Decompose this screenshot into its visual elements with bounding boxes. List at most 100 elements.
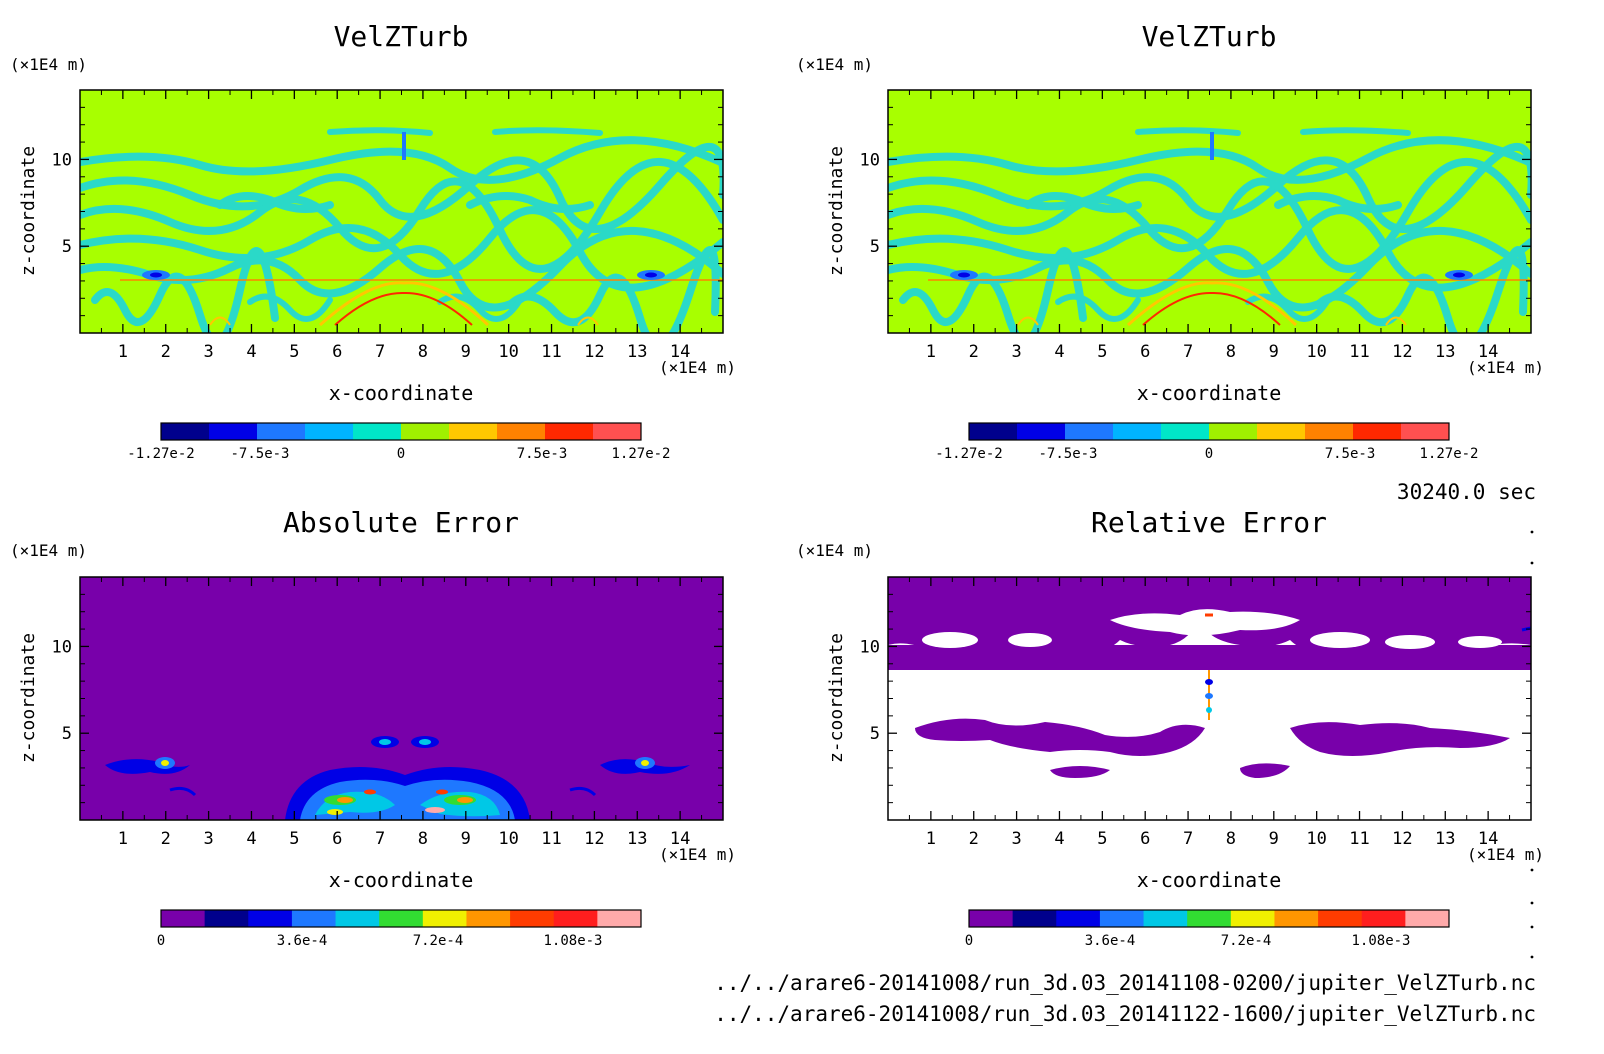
x-tick-label: 1	[926, 342, 936, 362]
colorbar-segment	[466, 910, 511, 927]
colorbar-segment	[1353, 423, 1402, 440]
x-tick-label: 3	[1011, 829, 1021, 849]
y-tick-label: 10	[52, 150, 72, 170]
x-axis-ticks: 1 2 3 4 5 6 7 8 9 10 11 12 13 14	[908, 90, 1511, 362]
colorbar-segment	[1065, 423, 1114, 440]
x-unit-label: (×1E4 m)	[659, 845, 736, 864]
field-cores	[120, 132, 723, 327]
x-tick-label: 12	[1392, 829, 1412, 849]
x-tick-label: 9	[461, 829, 471, 849]
source-file-path: ../../arare6-20141008/run_3d.03_20141108…	[714, 971, 1536, 995]
colorbar-segment	[1012, 910, 1057, 927]
source-file-path: ../../arare6-20141008/run_3d.03_20141122…	[714, 1002, 1536, 1026]
x-tick-label: 3	[203, 829, 213, 849]
plot-area	[888, 90, 1531, 333]
x-tick-label: 7	[375, 342, 385, 362]
plot-area	[80, 577, 723, 820]
colorbar-segment	[1017, 423, 1066, 440]
colorbar	[160, 909, 642, 928]
x-tick-label: 6	[332, 829, 342, 849]
colorbar-label: -7.5e-3	[1038, 446, 1097, 462]
panel-title: VelZTurb	[1142, 20, 1277, 53]
colorbar-label: 1.08e-3	[543, 933, 602, 949]
x-tick-label: 14	[670, 829, 690, 849]
x-tick-label: 12	[1392, 342, 1412, 362]
colorbar-label: -7.5e-3	[230, 446, 289, 462]
x-axis-label: x-coordinate	[1137, 868, 1282, 892]
x-tick-label: 2	[969, 342, 979, 362]
panel-relative-error: Relative Error (×1E4 m)	[796, 506, 1544, 949]
x-tick-label: 9	[1269, 342, 1279, 362]
error-centerline	[1205, 613, 1531, 720]
x-tick-label: 6	[1140, 342, 1150, 362]
panel-velzturb-right: VelZTurb (×1E4 m)	[796, 20, 1544, 462]
x-tick-label: 6	[332, 342, 342, 362]
colorbar-frame	[160, 422, 642, 441]
x-tick-label: 12	[584, 829, 604, 849]
field-structures	[888, 127, 1531, 333]
colorbar-segment	[1187, 910, 1232, 927]
colorbar-segment	[305, 423, 354, 440]
plot-area	[888, 577, 1531, 820]
x-tick-label: 4	[1054, 829, 1064, 849]
colorbar-label: 1.27e-2	[1419, 446, 1478, 462]
colorbar-label: 0	[965, 933, 973, 949]
y-axis-ticks: 5 10	[860, 106, 1531, 317]
colorbar-segment	[969, 910, 1014, 927]
error-blobs	[105, 736, 690, 820]
x-axis-label: x-coordinate	[329, 381, 474, 405]
colorbar-segment	[1401, 423, 1450, 440]
x-tick-label: 5	[289, 342, 299, 362]
edge-dots	[1530, 530, 1534, 959]
colorbar-label: 0	[397, 446, 405, 462]
colorbar-segment	[497, 423, 546, 440]
colorbar-segment	[1305, 423, 1354, 440]
x-tick-label: 7	[1183, 829, 1193, 849]
x-axis-label: x-coordinate	[1137, 381, 1282, 405]
colorbar-label: 7.5e-3	[1325, 446, 1376, 462]
x-tick-label: 11	[541, 342, 561, 362]
x-tick-label: 11	[541, 829, 561, 849]
panel-velzturb-left: VelZTurb (×1E4 m)	[10, 20, 736, 462]
panel-title: Relative Error	[1091, 506, 1327, 539]
x-tick-label: 7	[375, 829, 385, 849]
x-tick-label: 9	[1269, 829, 1279, 849]
colorbar	[968, 422, 1450, 441]
colorbar-segment	[1161, 423, 1210, 440]
x-tick-label: 11	[1349, 829, 1369, 849]
y-axis-label: z-coordinate	[18, 146, 39, 276]
x-unit-label: (×1E4 m)	[659, 358, 736, 377]
y-unit-label: (×1E4 m)	[10, 541, 87, 560]
colorbar-segment	[593, 423, 642, 440]
x-tick-label: 7	[1183, 342, 1193, 362]
colorbar-frame	[968, 909, 1450, 928]
colorbar-labels: 0 3.6e-4 7.2e-4 1.08e-3	[157, 933, 603, 949]
colorbar-segment	[1405, 910, 1450, 927]
colorbar-label: 3.6e-4	[277, 933, 328, 949]
x-tick-label: 14	[1478, 829, 1498, 849]
x-tick-label: 5	[289, 829, 299, 849]
x-tick-label: 14	[670, 342, 690, 362]
colorbar-segment	[204, 910, 249, 927]
x-tick-label: 10	[498, 342, 518, 362]
colorbar-segment	[597, 910, 642, 927]
y-tick-label: 5	[62, 237, 72, 257]
simulation-time: 30240.0 sec	[1397, 480, 1536, 504]
field-structures	[80, 127, 723, 333]
y-axis-label: z-coordinate	[826, 633, 847, 763]
colorbar-segment	[1257, 423, 1306, 440]
colorbar-segment	[545, 423, 594, 440]
y-axis-label: z-coordinate	[826, 146, 847, 276]
y-tick-label: 5	[62, 724, 72, 744]
colorbar	[968, 909, 1450, 928]
panel-title: Absolute Error	[283, 506, 519, 539]
colorbar-label: -1.27e-2	[127, 446, 194, 462]
panel-title: VelZTurb	[334, 20, 469, 53]
x-tick-label: 8	[1226, 829, 1236, 849]
y-tick-label: 10	[860, 637, 880, 657]
x-tick-label: 5	[1097, 342, 1107, 362]
colorbar-segment	[1209, 423, 1258, 440]
x-tick-label: 1	[118, 342, 128, 362]
colorbar-labels: -1.27e-2 -7.5e-3 0 7.5e-3 1.27e-2	[935, 446, 1478, 462]
